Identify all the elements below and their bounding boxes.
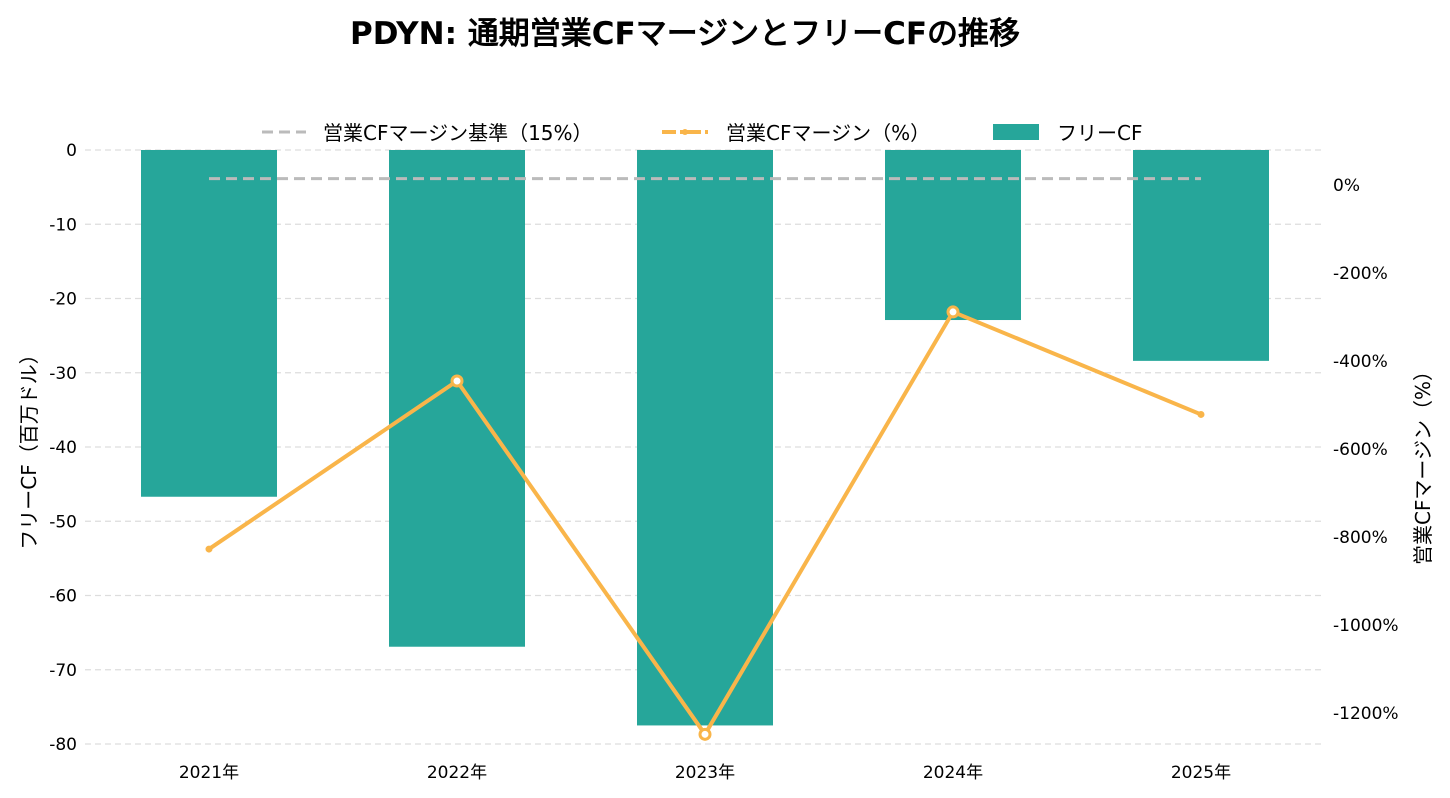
legend: 営業CFマージン基準（15%） 営業CFマージン（%） フリーCF [262,121,1142,145]
y-tick-label-left: -30 [49,364,77,384]
line-point [450,374,464,388]
x-tick-label: 2025年 [1171,763,1231,783]
y-tick-label-left: -60 [49,587,77,607]
line-point [1197,410,1205,418]
bar [389,150,525,647]
y-tick-label-left: -20 [49,290,77,310]
legend-label-margin: 営業CFマージン（%） [726,121,930,145]
bar [637,150,773,726]
bar [1133,150,1269,361]
y-tick-label-right: -200% [1333,264,1388,284]
y-tick-label-left: -80 [49,735,77,755]
y-tick-label-left: -10 [49,215,77,235]
y-tick-label-right: -400% [1333,352,1388,372]
line-point [698,727,712,741]
line-point [946,305,960,319]
y-tick-label-right: -600% [1333,440,1388,460]
x-tick-label: 2024年 [923,763,983,783]
y-tick-label-right: -1000% [1333,616,1399,636]
legend-marker-margin [682,129,688,135]
y-tick-label-left: -70 [49,661,77,681]
y-tick-label-right: -1200% [1333,704,1399,724]
bar [141,150,277,497]
legend-label-reference: 営業CFマージン基準（15%） [323,121,593,145]
y-tick-label-left: -50 [49,512,77,532]
right-axis: 0% -200% -400% -600% -800% -1000% -1200% [1333,176,1399,724]
y-axis-label-left: フリーCF（百万ドル） [17,344,41,549]
x-axis: 2021年 2022年 2023年 2024年 2025年 [179,763,1231,783]
left-axis: 0 -10 -20 -30 -40 -50 -60 -70 -80 [49,141,77,755]
line-point [205,545,213,553]
y-tick-label-left: -40 [49,438,77,458]
x-tick-label: 2021年 [179,763,239,783]
line-series [205,177,1205,741]
legend-swatch-bar [993,124,1039,140]
bar-series [141,150,1269,726]
y-tick-label-right: -800% [1333,528,1388,548]
chart-title: PDYN: 通期営業CFマージンとフリーCFの推移 [349,16,1020,52]
x-tick-label: 2023年 [675,763,735,783]
x-tick-label: 2022年 [427,763,487,783]
y-tick-label-left: 0 [66,141,77,161]
y-axis-label-right: 営業CFマージン（%） [1411,361,1435,565]
legend-label-bar: フリーCF [1057,121,1142,145]
y-tick-label-right: 0% [1333,176,1360,196]
bar [885,150,1021,321]
